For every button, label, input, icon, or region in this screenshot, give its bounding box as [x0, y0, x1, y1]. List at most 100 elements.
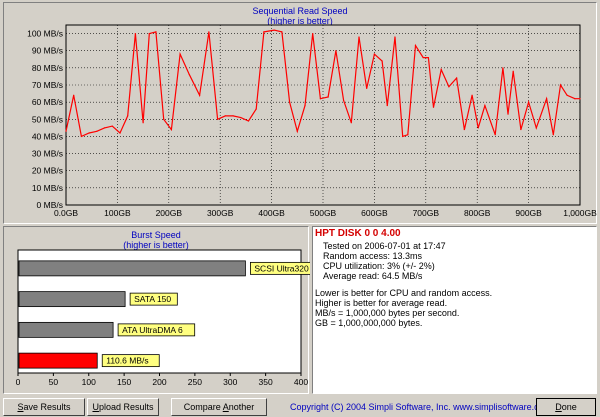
note-lower-better: Lower is better for CPU and random acces… — [315, 288, 493, 298]
seq-data-point — [240, 116, 242, 119]
burst-bar-label-box — [249, 261, 310, 275]
burst-bar-label: SATA 150 — [134, 294, 171, 304]
upload-label: pload Results — [98, 402, 154, 412]
seq-data-point — [127, 115, 129, 117]
seq-data-point — [552, 134, 554, 136]
seq-data-point — [381, 60, 383, 62]
seq-data-point — [119, 132, 121, 134]
burst-x-tick-label: 50 — [49, 377, 59, 387]
seq-data-point — [163, 118, 165, 120]
seq-data-point — [342, 99, 345, 102]
seq-data-point — [208, 31, 210, 33]
seq-y-tick-label: 20 MB/s — [32, 166, 63, 176]
seq-data-point — [232, 115, 234, 117]
seq-data-point — [96, 130, 98, 132]
compare-label-pre: Compare — [183, 402, 223, 412]
seq-data-point — [199, 94, 201, 96]
seq-data-point — [520, 128, 522, 131]
seq-data-point — [335, 50, 337, 52]
burst-x-tick-label: 250 — [188, 377, 202, 387]
upload-results-button[interactable]: Upload Results — [87, 398, 159, 416]
seq-data-point — [88, 132, 90, 134]
burst-x-tick-label: 350 — [259, 377, 273, 387]
seq-data-point — [535, 127, 537, 129]
compare-another-drive-button[interactable]: Compare Another Drive — [171, 398, 267, 416]
seq-data-point — [414, 44, 417, 47]
seq-data-point — [103, 127, 106, 129]
seq-data-point — [394, 36, 396, 38]
seq-data-point — [432, 106, 435, 108]
done-accel: D — [555, 402, 562, 412]
burst-speed-panel: Burst Speed (higher is better) 0 50 100 150… — [3, 226, 310, 394]
seq-x-tick-label: 700GB — [413, 208, 440, 218]
seq-data-point — [502, 67, 504, 69]
burst-x-tick-label: 100 — [82, 377, 96, 387]
seq-data-point — [188, 74, 190, 76]
seq-x-tick-label: 200GB — [156, 208, 183, 218]
seq-data-point — [73, 94, 75, 96]
seq-data-point — [574, 98, 576, 100]
burst-bar — [18, 321, 114, 338]
seq-data-point — [80, 135, 83, 138]
seq-data-point — [312, 32, 314, 35]
drive-info-panel: HPT DISK 0 0 4.00 Tested on 2006-07-01 a… — [312, 226, 597, 394]
burst-bar-label-box — [101, 354, 160, 368]
seq-data-point — [273, 29, 275, 31]
average-read-text: Average read: 64.5 MB/s — [323, 271, 423, 281]
seq-y-tick-label: 100 MB/s — [27, 29, 63, 39]
seq-data-point — [224, 115, 226, 117]
seq-data-point — [407, 134, 409, 136]
seq-x-tick-label: 900GB — [515, 208, 542, 218]
save-results-button[interactable]: Save Results — [3, 398, 85, 416]
seq-x-tick-label: 800GB — [464, 208, 491, 218]
seq-data-point — [402, 135, 404, 138]
seq-x-tick-label: 1,000GB — [563, 208, 597, 218]
seq-x-tick-label: 0.0GB — [54, 208, 78, 218]
seq-y-tick-label: 90 MB/s — [32, 46, 63, 56]
seq-data-point — [170, 128, 172, 131]
seq-x-tick-label: 500GB — [310, 208, 337, 218]
drive-name: HPT DISK 0 0 4.00 — [315, 228, 401, 239]
burst-x-tick-label: 200 — [152, 377, 166, 387]
seq-data-point — [111, 125, 113, 127]
seq-data-point — [327, 96, 329, 98]
seq-y-tick-label: 50 MB/s — [32, 114, 63, 124]
seq-data-point — [148, 32, 150, 35]
seq-data-point — [386, 104, 388, 107]
seq-data-point — [179, 53, 181, 55]
random-access-text: Random access: 13.3ms — [323, 251, 423, 261]
seq-data-point — [528, 101, 530, 103]
burst-bar — [18, 291, 126, 308]
cpu-utilization-text: CPU utilization: 3% (+/- 2%) — [323, 261, 435, 271]
seq-data-point — [304, 104, 306, 107]
compare-label: nother Drive — [228, 402, 255, 412]
seq-data-point — [477, 127, 479, 129]
seq-y-tick-label: 30 MB/s — [32, 149, 63, 159]
burst-x-tick-label: 0 — [16, 377, 21, 387]
burst-x-tick-label: 400 — [294, 377, 308, 387]
burst-x-tick-label: 300 — [223, 377, 237, 387]
done-button[interactable]: Done — [536, 398, 596, 416]
seq-x-tick-label: 600GB — [361, 208, 388, 218]
seq-data-point — [142, 122, 144, 124]
seq-data-point — [373, 53, 375, 55]
sequential-read-panel: Sequential Read Speed (higher is better)… — [3, 2, 597, 224]
burst-bar-label: ATA UltraDMA 6 — [122, 325, 183, 335]
seq-y-tick-label: 60 MB/s — [32, 97, 63, 107]
tested-on-text: Tested on 2006-07-01 at 17:47 — [323, 241, 446, 251]
compare-accel: A — [222, 402, 229, 412]
burst-chart-title: Burst Speed — [131, 230, 181, 240]
seq-data-point — [155, 31, 157, 33]
seq-data-point — [456, 77, 458, 79]
seq-data-point — [281, 31, 283, 33]
seq-data-point — [247, 120, 250, 122]
seq-data-point — [463, 128, 465, 131]
seq-chart-title: Sequential Read Speed — [252, 6, 348, 16]
seq-data-point — [255, 108, 257, 110]
seq-data-point — [296, 130, 298, 132]
seq-data-point — [366, 87, 368, 90]
note-gb-definition: GB = 1,000,000,000 bytes. — [315, 318, 423, 328]
seq-data-point — [471, 94, 473, 96]
seq-data-point — [319, 98, 322, 100]
seq-data-point — [350, 122, 352, 124]
